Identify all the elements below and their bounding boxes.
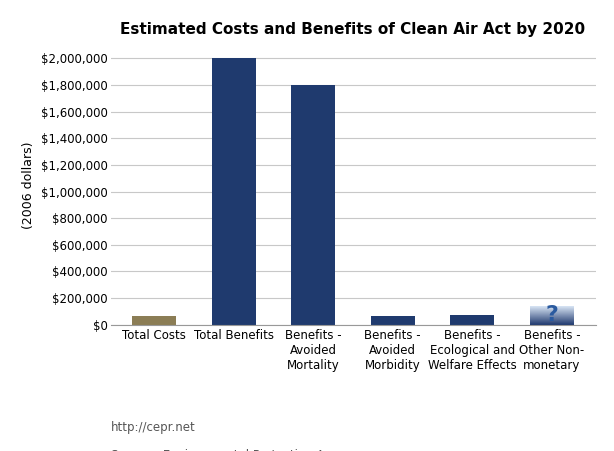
Text: ?: ?: [545, 305, 558, 325]
Bar: [292, 85, 335, 325]
Text: http://cepr.net: http://cepr.net: [111, 421, 195, 434]
Title: Estimated Costs and Benefits of Clean Air Act by 2020: Estimated Costs and Benefits of Clean Ai…: [120, 22, 586, 37]
Bar: [371, 316, 414, 325]
Bar: [133, 316, 176, 325]
Y-axis label: (2006 dollars): (2006 dollars): [22, 141, 36, 229]
Text: Source:  Environmental Protection Agency: Source: Environmental Protection Agency: [111, 449, 360, 451]
Bar: [212, 59, 255, 325]
Bar: [451, 315, 494, 325]
